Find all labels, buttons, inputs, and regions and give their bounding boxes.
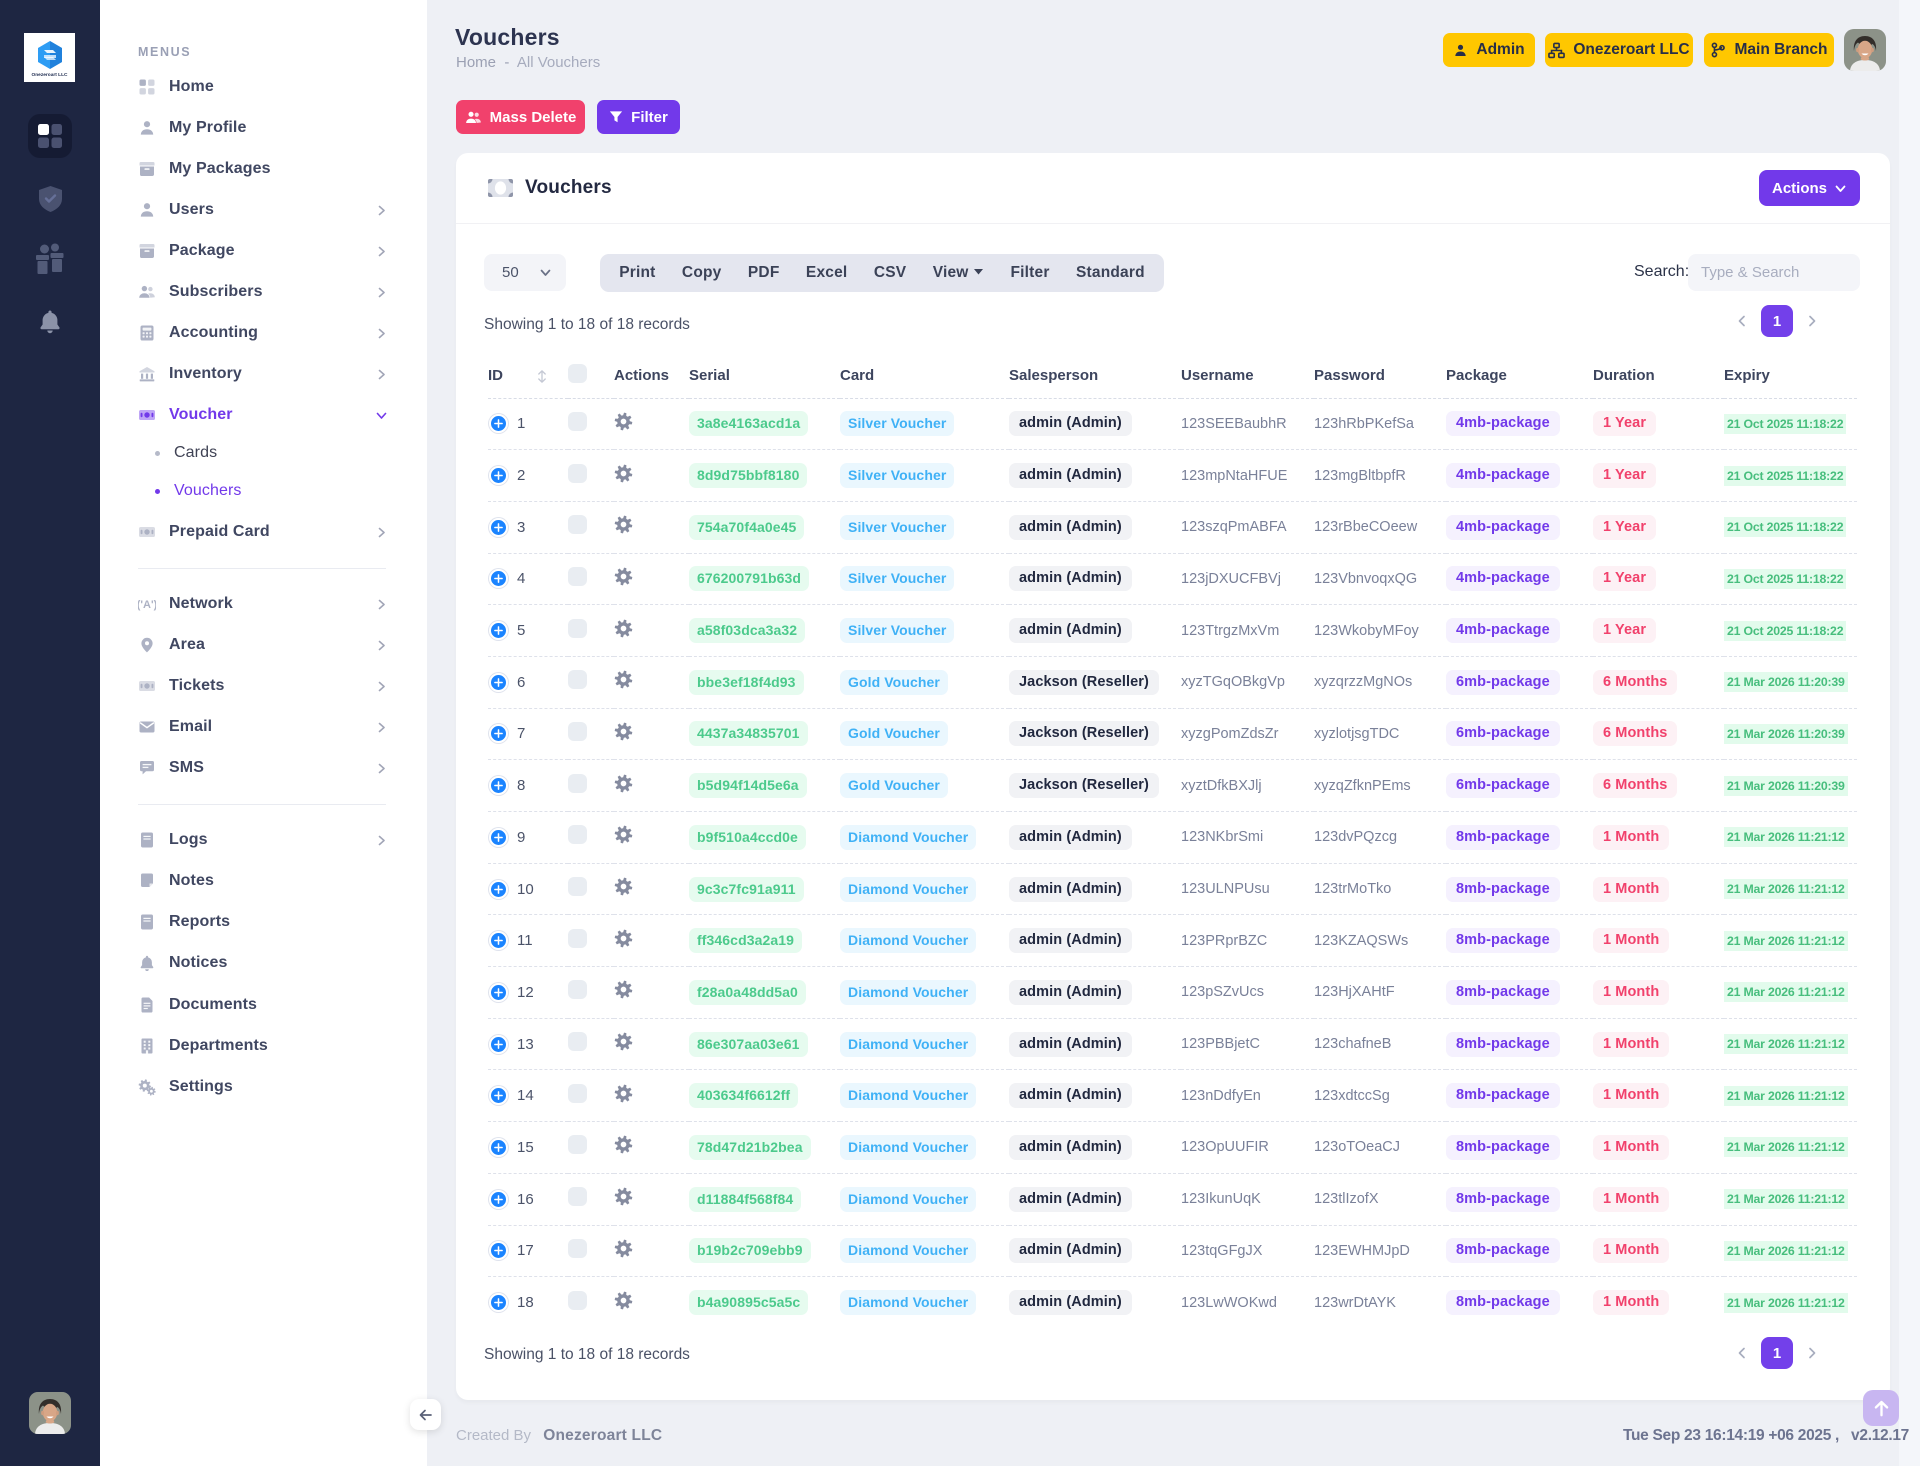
svg-text:('A'): ('A') [138,599,156,611]
